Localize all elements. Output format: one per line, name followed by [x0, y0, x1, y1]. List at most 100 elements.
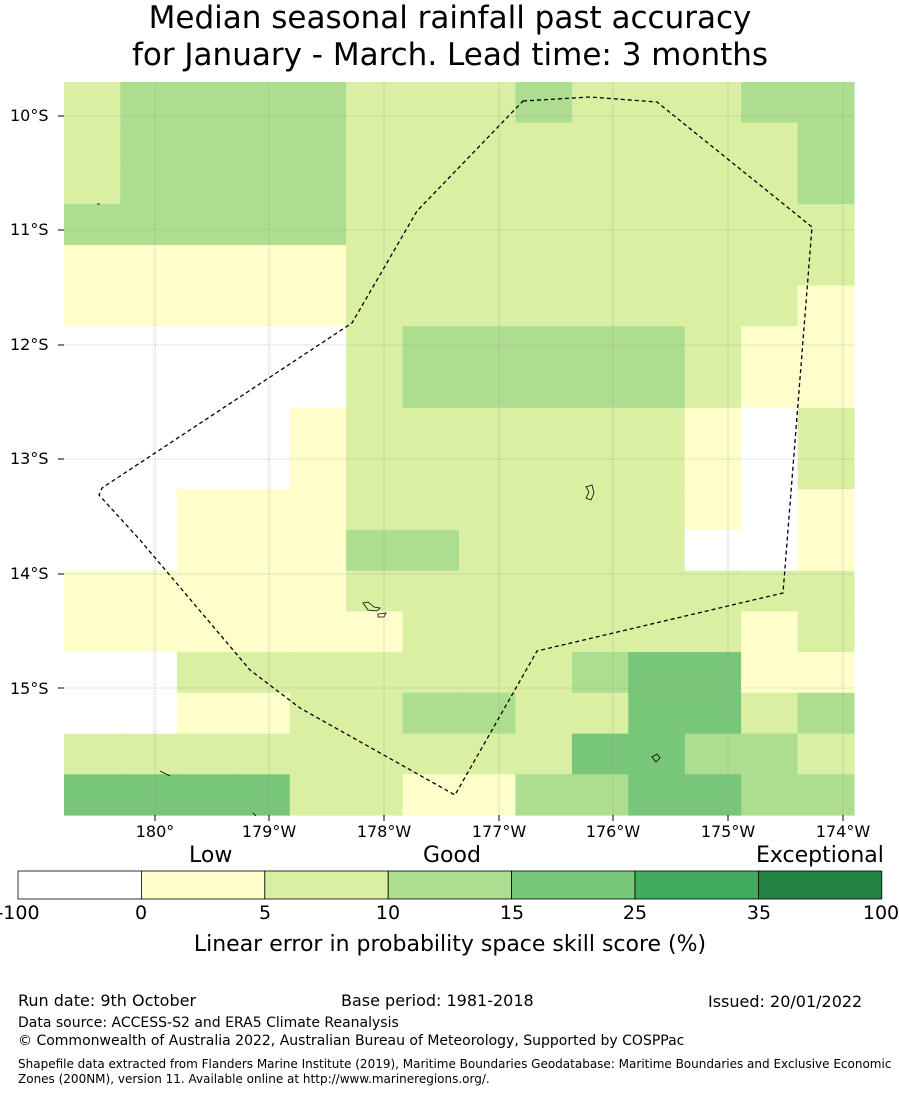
colorbar: [17, 870, 883, 900]
grid-cell: [571, 529, 629, 572]
grid-cell: [571, 367, 629, 409]
grid-cell: [797, 285, 855, 327]
grid-cell: [741, 611, 799, 653]
colorbar-segment: [634, 870, 759, 900]
grid-cell: [571, 122, 629, 164]
grid-cell: [628, 570, 686, 612]
grid-cell: [176, 407, 234, 450]
grid-cell: [176, 692, 234, 735]
grid-cell: [289, 570, 347, 612]
grid-cell: [402, 122, 460, 164]
grid-cell: [120, 285, 178, 327]
grid-cell: [459, 774, 516, 816]
grid-cell: [797, 774, 855, 816]
grid-cell: [571, 285, 629, 327]
grid-cell: [571, 407, 629, 450]
grid-cell: [402, 570, 460, 612]
grid-cell: [515, 204, 573, 246]
grid-cell: [233, 204, 291, 246]
grid-cell: [459, 692, 516, 735]
grid-cell: [741, 733, 799, 775]
grid-cell: [741, 774, 799, 816]
grid-cell: [64, 82, 121, 124]
grid-cell: [346, 774, 404, 816]
grid-cell: [64, 326, 121, 368]
grid-cell: [628, 529, 686, 572]
grid-cell: [571, 489, 629, 531]
grid-cell: [797, 122, 855, 164]
grid-cell: [571, 652, 629, 694]
grid-cell: [64, 652, 121, 694]
grid-cell: [741, 692, 799, 735]
grid-cell: [571, 611, 629, 653]
grid-cell: [64, 163, 121, 205]
grid-cell: [289, 326, 347, 368]
grid-cell: [684, 407, 742, 450]
grid-cell: [233, 529, 291, 572]
grid-cell: [346, 448, 404, 490]
grid-cell: [571, 570, 629, 612]
colorbar-segment: [758, 870, 883, 900]
grid-cell: [741, 244, 799, 287]
grid-cell: [628, 774, 686, 816]
grid-cell: [797, 448, 855, 490]
grid-cell: [684, 244, 742, 287]
grid-cell: [741, 529, 799, 572]
grid-cell: [459, 570, 516, 612]
grid-cell: [741, 652, 799, 694]
grid-cell: [684, 163, 742, 205]
grid-cell: [64, 733, 121, 775]
grid-cell: [571, 204, 629, 246]
grid-cell: [684, 489, 742, 531]
grid-cell: [684, 692, 742, 735]
grid-cell: [289, 285, 347, 327]
grid-cell: [176, 570, 234, 612]
colorbar-tick: 100: [862, 902, 900, 924]
grid-cell: [120, 774, 178, 816]
grid-cell: [346, 122, 404, 164]
grid-cell: [233, 163, 291, 205]
grid-cell: [628, 489, 686, 531]
lon-label-178w: 178°W: [356, 822, 412, 841]
grid-cell: [346, 285, 404, 327]
grid-cell: [741, 570, 799, 612]
grid-cell: [459, 204, 516, 246]
grid-cell: [346, 611, 404, 653]
grid-cell: [515, 733, 573, 775]
grid-cell: [120, 692, 178, 735]
lon-label-176w: 176°W: [585, 822, 641, 841]
grid-cell: [64, 244, 121, 287]
grid-cell: [176, 326, 234, 368]
grid-cell: [402, 326, 460, 368]
grid-cell: [346, 652, 404, 694]
grid-cell: [346, 204, 404, 246]
grid-cell: [176, 448, 234, 490]
grid-cell: [289, 204, 347, 246]
colorbar-segment: [140, 870, 266, 900]
lat-label-13s: 13°S: [10, 449, 49, 468]
base-period: Base period: 1981-2018: [341, 991, 534, 1010]
grid-cell: [120, 611, 178, 653]
grid-cell: [402, 244, 460, 287]
grid-cell: [120, 367, 178, 409]
grid-cell: [64, 448, 121, 490]
grid-cell: [289, 367, 347, 409]
grid-cell: [797, 367, 855, 409]
lat-label-12s: 12°S: [10, 335, 49, 354]
grid-cell: [515, 82, 573, 124]
ticks: [58, 115, 844, 821]
grid-cell: [459, 489, 516, 531]
grid-cell: [797, 244, 855, 287]
grid-cell: [515, 489, 573, 531]
grid-cell: [515, 285, 573, 327]
grid-cell: [176, 244, 234, 287]
grid-cell: [684, 367, 742, 409]
map-title-line1: Median seasonal rainfall past accuracy: [148, 0, 752, 36]
grid-cell: [120, 407, 178, 450]
lon-label-174w: 174°W: [815, 822, 871, 841]
grid-cell: [289, 407, 347, 450]
grid-cell: [176, 285, 234, 327]
issued-date: Issued: 20/01/2022: [708, 992, 863, 1011]
grid-cell: [797, 326, 855, 368]
